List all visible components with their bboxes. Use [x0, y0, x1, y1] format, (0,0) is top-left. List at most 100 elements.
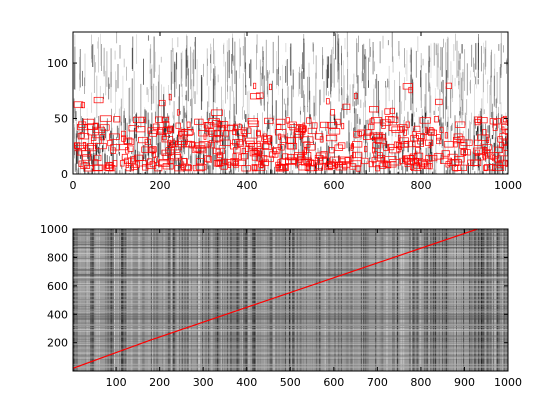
note-rectangle — [402, 83, 413, 90]
note-rectangle — [376, 152, 383, 159]
note-rectangle — [223, 130, 229, 137]
alignment-x-tick-label: 600 — [323, 376, 344, 389]
note-rectangle — [149, 160, 155, 168]
note-rectangle — [176, 109, 180, 116]
note-rectangle — [368, 160, 373, 168]
note-rectangle — [474, 149, 481, 156]
note-rectangle — [158, 159, 170, 166]
note-rectangle — [371, 117, 383, 124]
note-rectangle — [168, 94, 172, 101]
note-rectangle — [445, 82, 453, 89]
note-rectangle — [483, 153, 486, 161]
note-rectangle — [251, 154, 259, 161]
note-rectangle — [350, 155, 354, 162]
note-rectangle — [212, 147, 225, 155]
note-rectangle — [109, 133, 120, 140]
note-rectangle — [331, 159, 337, 166]
alignment-x-tick-label: 900 — [454, 376, 475, 389]
note-rectangle — [487, 152, 500, 159]
note-rectangle — [162, 121, 170, 128]
alignment-y-ticks: 200 400 600 800 1000 — [40, 223, 508, 350]
note-rectangle — [435, 98, 443, 106]
note-rectangle — [155, 116, 164, 123]
note-rectangle — [388, 124, 400, 131]
note-rectangle — [82, 154, 92, 161]
alignment-y-tick-label: 200 — [47, 337, 68, 350]
note-rectangle — [369, 106, 379, 113]
note-rectangle — [207, 142, 215, 149]
note-rectangle — [131, 156, 137, 163]
note-rectangle — [162, 133, 167, 141]
note-rectangle — [378, 162, 386, 169]
note-rectangle — [173, 152, 181, 159]
note-rectangle — [409, 153, 418, 160]
note-rectangle — [136, 126, 146, 133]
note-rectangle — [384, 108, 391, 115]
note-rectangle — [79, 132, 85, 139]
alignment-x-ticks: 100 200 300 400 500 600 700 800 900 1000 — [106, 229, 522, 389]
note-rectangle — [416, 133, 425, 140]
alignment-x-tick-label: 800 — [410, 376, 431, 389]
piano-roll-x-tick-label: 0 — [70, 179, 77, 192]
note-rectangle — [261, 135, 273, 142]
note-rectangle — [306, 117, 312, 124]
note-rectangle — [490, 153, 495, 160]
note-rectangle — [78, 160, 84, 167]
note-rectangle — [179, 130, 183, 137]
note-rectangle — [78, 121, 87, 128]
note-rectangle — [233, 161, 240, 168]
note-rectangle — [287, 121, 297, 128]
note-rectangle — [203, 133, 207, 140]
note-rectangle — [483, 164, 488, 172]
note-rectangle — [433, 116, 439, 123]
note-rectangle — [242, 135, 246, 142]
note-rectangle — [93, 96, 104, 104]
note-rectangle — [205, 156, 213, 163]
alignment-path-line — [73, 229, 478, 369]
note-rectangle — [77, 123, 89, 131]
piano-roll-chart: 0 200 400 600 800 1000 0 50 100 — [47, 31, 522, 192]
note-rectangle — [456, 136, 465, 143]
note-rectangle — [384, 161, 397, 168]
note-rectangle — [237, 140, 244, 147]
note-rectangle — [262, 133, 267, 140]
note-rectangle — [107, 139, 113, 147]
note-rectangle — [94, 154, 102, 162]
note-rectangle — [269, 151, 276, 158]
note-rectangle — [473, 147, 484, 154]
note-rectangle — [338, 142, 346, 149]
piano-roll-note-rectangles — [73, 82, 508, 172]
note-rectangle — [213, 160, 220, 167]
note-rectangle — [230, 143, 239, 150]
note-rectangle — [84, 165, 95, 172]
alignment-matrix-chart: 100 200 300 400 500 600 700 800 900 1000 200 400 60… — [40, 223, 522, 389]
note-rectangle — [262, 143, 272, 150]
note-rectangle — [314, 164, 324, 171]
piano-roll-x-tick-label: 1000 — [494, 179, 522, 192]
note-rectangle — [486, 136, 490, 143]
piano-roll-x-tick-label: 200 — [150, 179, 171, 192]
note-rectangle — [167, 158, 174, 165]
note-rectangle — [425, 139, 434, 146]
note-rectangle — [246, 140, 255, 147]
note-rectangle — [397, 134, 401, 142]
note-rectangle — [99, 115, 112, 122]
note-rectangle — [186, 121, 191, 128]
note-rectangle — [144, 138, 151, 146]
note-rectangle — [161, 116, 170, 124]
note-rectangle — [170, 144, 182, 151]
note-rectangle — [352, 151, 363, 159]
note-rectangle — [320, 121, 329, 129]
note-rectangle — [125, 164, 134, 172]
note-rectangle — [233, 147, 241, 154]
note-rectangle — [212, 135, 223, 142]
note-rectangle — [453, 141, 458, 148]
note-rectangle — [73, 142, 81, 149]
note-rectangle — [503, 144, 508, 151]
note-rectangle — [241, 165, 251, 172]
note-rectangle — [504, 128, 508, 135]
note-rectangle — [194, 118, 204, 125]
note-rectangle — [105, 162, 110, 169]
note-rectangle — [233, 123, 242, 131]
note-rectangle — [439, 126, 444, 134]
